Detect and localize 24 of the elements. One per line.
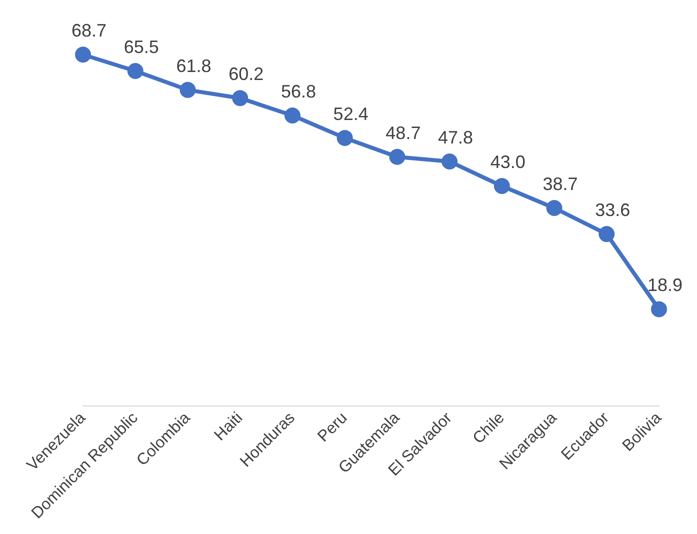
point [598,226,615,242]
point [546,200,562,216]
point [442,153,458,170]
data-label: 60.2 [228,64,264,84]
data-label: 56.8 [280,81,316,102]
data-label: 68.7 [71,20,107,41]
point [336,130,353,146]
data-label: 48.7 [386,122,421,143]
data-label: 47.8 [438,127,474,148]
data-label: 33.6 [595,200,630,220]
point [284,107,300,124]
data-label: 38.7 [542,174,578,194]
point [494,178,510,194]
point [180,82,196,98]
data-label: 18.9 [647,275,683,296]
point [389,148,406,165]
data-label: 52.4 [333,104,368,124]
data-label: 43.0 [490,152,526,172]
data-label: 61.8 [176,56,212,76]
data-label: 65.5 [124,36,159,57]
point [127,63,144,79]
point [651,301,667,318]
point [75,46,91,63]
point [232,90,248,106]
